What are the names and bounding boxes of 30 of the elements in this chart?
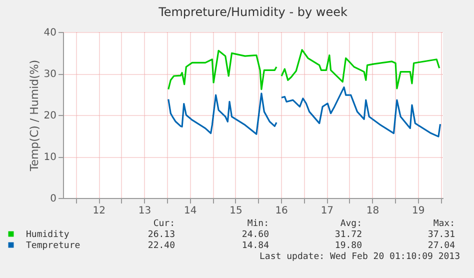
x-tick-label: 17	[320, 206, 334, 216]
legend-label: Tempreture	[26, 241, 80, 251]
x-tick-label: 12	[92, 206, 106, 216]
y-tick-label: 40	[44, 28, 56, 38]
text: 26.13	[148, 230, 175, 240]
y-tick-label: 30	[44, 69, 56, 80]
x-tick-label: 15	[230, 206, 242, 216]
y-tick-label: 20	[44, 110, 56, 122]
text: 37.31	[428, 230, 455, 240]
y-tick-label: 0	[50, 194, 56, 204]
legend-label: Humidity	[26, 230, 70, 240]
text: 14.84	[242, 241, 269, 251]
text: 24.60	[242, 230, 269, 240]
x-tick-label: 18	[366, 206, 380, 216]
text: 27.04	[428, 241, 455, 251]
text: Avg:	[340, 219, 362, 229]
text: 22.40	[148, 241, 175, 251]
x-tick-label: 13	[138, 206, 152, 216]
x-tick-label: 14	[184, 206, 197, 216]
text: 31.72	[334, 230, 362, 240]
text: Min:	[247, 219, 269, 229]
y-tick-label: 10	[44, 152, 56, 163]
y-axis-title: Temp(C) / Humid(%)	[28, 60, 41, 172]
text: Cur:	[153, 219, 175, 229]
x-tick-label: 19	[412, 206, 425, 216]
x-tick-label: 16	[275, 206, 288, 216]
text: 19.80	[334, 241, 362, 251]
text: Last update: Wed Feb 20 01:10:09 2013	[260, 252, 460, 262]
text: Max:	[433, 219, 455, 229]
chart-title: Tempreture/Humidity - by week	[158, 5, 348, 19]
